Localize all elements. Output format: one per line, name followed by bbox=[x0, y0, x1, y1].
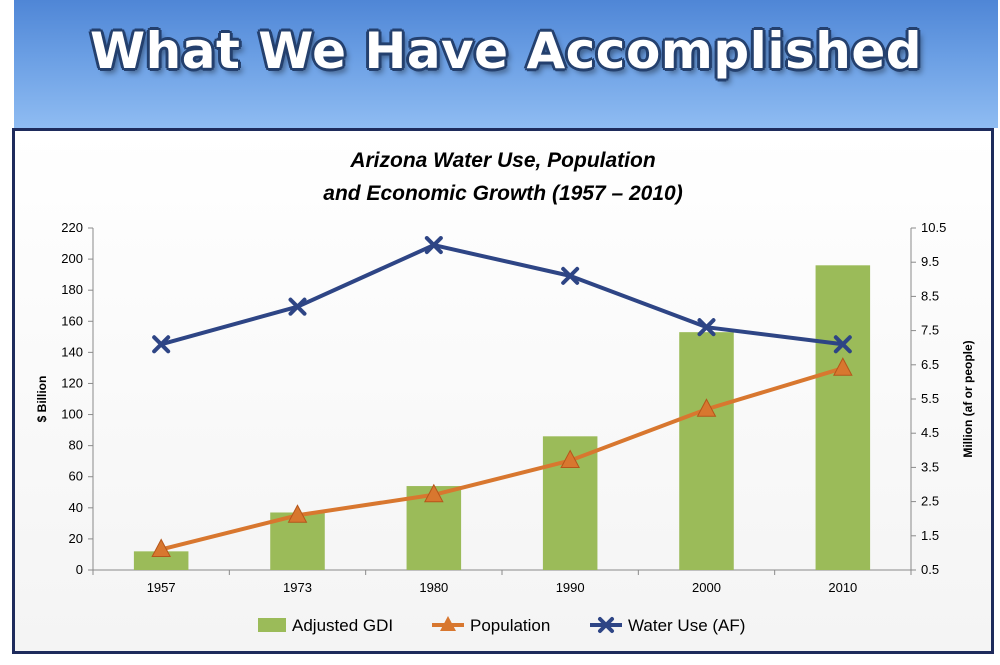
y-tick-label: 220 bbox=[61, 220, 83, 235]
title-banner: What We Have Accomplished bbox=[14, 0, 998, 128]
y-tick-label: 140 bbox=[61, 344, 83, 359]
marker-population bbox=[696, 398, 717, 417]
legend-marker-population bbox=[440, 616, 456, 631]
y2-tick-label: 6.5 bbox=[921, 357, 939, 372]
legend: Adjusted GDI Population Water Use (AF) bbox=[258, 616, 745, 635]
y2-tick-label: 3.5 bbox=[921, 459, 939, 474]
y-tick-label: 80 bbox=[69, 438, 83, 453]
marker-stroke bbox=[424, 236, 443, 255]
y2-tick-label: 5.5 bbox=[921, 391, 939, 406]
marker-stroke bbox=[288, 297, 307, 316]
y2-axis-label: Million (af or people) bbox=[961, 340, 975, 457]
x-tick-label: 1957 bbox=[147, 580, 176, 595]
marker-population bbox=[151, 538, 171, 557]
y-tick-label: 60 bbox=[69, 469, 83, 484]
slide-title: What We Have Accomplished bbox=[89, 22, 923, 80]
y-tick-label: 180 bbox=[61, 282, 83, 297]
chart-title-line-1: Arizona Water Use, Population bbox=[349, 149, 655, 172]
chart-title-line-2: and Economic Growth (1957 – 2010) bbox=[323, 182, 682, 205]
marker-water-use-af bbox=[833, 335, 852, 354]
marker-population bbox=[287, 504, 308, 523]
legend-label-population: Population bbox=[470, 616, 550, 635]
legend-label-adjusted-gdi: Adjusted GDI bbox=[292, 616, 393, 635]
marker-population bbox=[560, 449, 580, 469]
bar-adjusted-gdi bbox=[133, 551, 189, 570]
y-tick-label: 160 bbox=[61, 313, 83, 328]
y2-tick-label: 2.5 bbox=[921, 494, 939, 509]
y-tick-label: 100 bbox=[61, 407, 83, 422]
legend-swatch-adjusted-gdi bbox=[258, 618, 286, 632]
x-tick-label: 1990 bbox=[556, 580, 585, 595]
axes: 0 20 40 60 80 100 120 140 160 180 200 220 0.5 1.5 2.5 3… bbox=[61, 220, 946, 595]
y2-tick-label: 9.5 bbox=[921, 254, 939, 269]
x-tick-label: 2000 bbox=[692, 580, 721, 595]
y-tick-label: 200 bbox=[61, 251, 83, 266]
bar-adjusted-gdi bbox=[679, 332, 734, 570]
y2-tick-label: 0.5 bbox=[921, 562, 939, 577]
y-tick-label: 120 bbox=[61, 375, 83, 390]
marker-stroke bbox=[833, 335, 852, 354]
line-water-use-af bbox=[160, 243, 844, 347]
marker-water-use-af bbox=[152, 335, 171, 354]
bars-adjusted-gdi bbox=[133, 265, 871, 570]
marker-stroke bbox=[697, 318, 716, 337]
y-tick-label: 20 bbox=[69, 531, 83, 546]
x-tick-label: 1973 bbox=[283, 580, 312, 595]
marker-population bbox=[424, 483, 444, 503]
y2-tick-label: 1.5 bbox=[921, 528, 939, 543]
y2-tick-label: 10.5 bbox=[921, 220, 946, 235]
legend-marker-water-use-af bbox=[598, 617, 614, 633]
marker-water-use-af bbox=[288, 297, 307, 316]
y-axis-label: $ Billion bbox=[35, 376, 49, 423]
x-tick-label: 2010 bbox=[828, 580, 857, 595]
line-population bbox=[160, 366, 844, 552]
lines bbox=[151, 236, 853, 557]
marker-stroke bbox=[598, 617, 614, 633]
y-tick-label: 0 bbox=[76, 562, 83, 577]
marker-stroke bbox=[152, 335, 171, 354]
marker-population bbox=[833, 357, 853, 376]
marker-water-use-af bbox=[561, 266, 580, 285]
x-tick-label: 1980 bbox=[419, 580, 448, 595]
bar-adjusted-gdi bbox=[815, 265, 871, 570]
marker-stroke bbox=[561, 266, 580, 285]
y-tick-label: 40 bbox=[69, 500, 83, 515]
y2-tick-label: 8.5 bbox=[921, 288, 939, 303]
y2-tick-label: 7.5 bbox=[921, 323, 939, 338]
y2-tick-label: 4.5 bbox=[921, 425, 939, 440]
marker-water-use-af bbox=[424, 236, 443, 255]
legend-label-water-use-af: Water Use (AF) bbox=[628, 616, 745, 635]
marker-water-use-af bbox=[697, 318, 716, 337]
